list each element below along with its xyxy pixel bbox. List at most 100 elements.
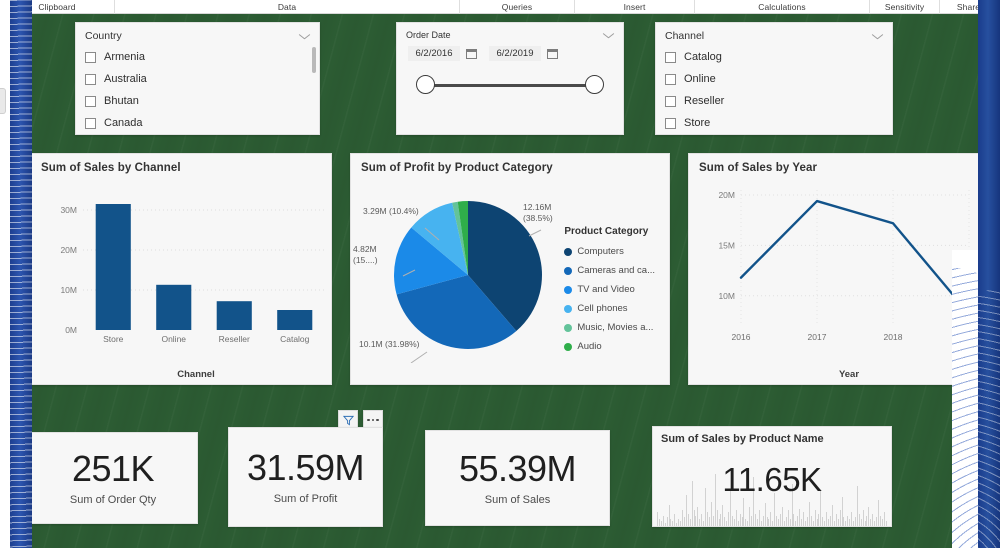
right-decorative-band bbox=[978, 0, 1000, 548]
slicer-channel[interactable]: Channel Catalog Online Reseller Store bbox=[655, 22, 893, 135]
sparkline-bar bbox=[826, 512, 828, 526]
left-decorative-band bbox=[10, 0, 32, 548]
sparkline-bar bbox=[735, 510, 737, 526]
checkbox-icon[interactable] bbox=[665, 117, 676, 129]
chevron-down-icon[interactable] bbox=[603, 32, 614, 39]
date-range-slider[interactable] bbox=[416, 75, 604, 95]
sparkline-bar bbox=[728, 512, 730, 526]
slicer-item-bhutan[interactable]: Bhutan bbox=[85, 90, 310, 112]
slicer-order-date-title: Order Date bbox=[406, 30, 451, 40]
sparkline-bar bbox=[760, 520, 762, 526]
legend-item-cell-phones[interactable]: Cell phones bbox=[564, 299, 655, 318]
checkbox-icon[interactable] bbox=[85, 95, 96, 107]
ribbon-group-label: Queries bbox=[501, 1, 533, 12]
svg-text:Reseller: Reseller bbox=[219, 334, 250, 344]
legend-item-music-movies[interactable]: Music, Movies a... bbox=[564, 318, 655, 337]
chevron-down-icon[interactable] bbox=[872, 33, 883, 40]
line-chart-x-axis-title: Year bbox=[838, 369, 860, 380]
sparkline-bar bbox=[764, 503, 766, 526]
sparkline-bar bbox=[751, 515, 753, 526]
date-start-input[interactable]: 6/2/2016 bbox=[408, 46, 460, 61]
slicer-item-reseller[interactable]: Reseller bbox=[665, 90, 883, 112]
chart-sales-by-year[interactable]: Sum of Sales by Year Sum of Sales 10M15M… bbox=[688, 153, 980, 385]
slicer-item-store[interactable]: Store bbox=[665, 112, 883, 134]
sparkline-bar bbox=[828, 519, 829, 526]
card-label: Sum of Profit bbox=[273, 493, 338, 506]
slicer-item-online[interactable]: Online bbox=[665, 68, 883, 90]
left-edge-tab[interactable] bbox=[0, 88, 6, 114]
sparkline-bar bbox=[747, 520, 749, 526]
sparkline-bar bbox=[743, 498, 745, 526]
ribbon-group-calculations[interactable]: Calculations bbox=[695, 0, 870, 14]
sparkline-bar bbox=[866, 515, 868, 526]
card-sum-of-sales[interactable]: 55.39M Sum of Sales bbox=[425, 430, 610, 526]
sparkline-bar bbox=[810, 515, 812, 526]
slicer-country[interactable]: Country Armenia Australia Bhutan Canada bbox=[75, 22, 320, 135]
chevron-down-icon[interactable] bbox=[299, 33, 310, 40]
slicer-item-armenia[interactable]: Armenia bbox=[85, 46, 310, 68]
ribbon-group-data[interactable]: Data bbox=[115, 0, 460, 14]
svg-text:20M: 20M bbox=[60, 245, 77, 255]
chart-profit-by-product-category[interactable]: Sum of Profit by Product Category 3.29M … bbox=[350, 153, 670, 385]
card-sum-of-order-qty[interactable]: 251K Sum of Order Qty bbox=[28, 432, 198, 524]
legend-item-cameras[interactable]: Cameras and ca... bbox=[564, 261, 655, 280]
checkbox-icon[interactable] bbox=[665, 51, 676, 63]
sparkline-bar bbox=[683, 517, 685, 526]
sparkline-bar bbox=[680, 520, 681, 526]
ribbon-group-queries[interactable]: Queries bbox=[460, 0, 575, 14]
legend-item-computers[interactable]: Computers bbox=[564, 242, 655, 261]
sparkline-bar bbox=[687, 513, 689, 526]
card-title: Sum of Sales by Product Name bbox=[661, 433, 824, 445]
card-label: Sum of Order Qty bbox=[69, 494, 157, 507]
ribbon-group-insert[interactable]: Insert bbox=[575, 0, 695, 14]
checkbox-icon[interactable] bbox=[665, 95, 676, 107]
sparkline-bar bbox=[672, 520, 674, 526]
sparkline-bar bbox=[808, 501, 810, 526]
slicer-item-label: Online bbox=[684, 73, 716, 85]
slicer-scrollbar[interactable] bbox=[312, 47, 316, 73]
legend-swatch bbox=[564, 285, 573, 294]
card-sales-by-product-name[interactable]: Sum of Sales by Product Name 11.65K bbox=[652, 426, 892, 527]
sparkline-bar bbox=[881, 519, 883, 526]
sparkline-bar bbox=[660, 520, 662, 526]
svg-text:Catalog: Catalog bbox=[280, 334, 310, 344]
legend-item-audio[interactable]: Audio bbox=[564, 337, 655, 356]
card-sum-of-profit[interactable]: 31.59M Sum of Profit bbox=[228, 427, 383, 527]
sparkline-bar bbox=[835, 513, 837, 526]
legend-item-tv-and-video[interactable]: TV and Video bbox=[564, 280, 655, 299]
checkbox-icon[interactable] bbox=[665, 73, 676, 85]
checkbox-icon[interactable] bbox=[85, 117, 96, 129]
sparkline-bar bbox=[876, 517, 878, 526]
sparkline-bar bbox=[854, 517, 856, 526]
sparkline-bar bbox=[664, 522, 666, 526]
slider-handle-end[interactable] bbox=[585, 75, 604, 94]
card-value: 251K bbox=[71, 447, 155, 489]
calendar-icon[interactable] bbox=[547, 48, 558, 59]
calendar-icon[interactable] bbox=[466, 48, 477, 59]
ribbon-group-clipboard[interactable]: Clipboard bbox=[0, 0, 115, 14]
checkbox-icon[interactable] bbox=[85, 73, 96, 85]
slicer-item-australia[interactable]: Australia bbox=[85, 68, 310, 90]
sparkline-bar bbox=[724, 517, 726, 526]
legend-label: Cell phones bbox=[577, 303, 628, 314]
sparkline-bar bbox=[741, 517, 743, 526]
sparkline-bar bbox=[862, 510, 864, 526]
chart-sales-by-channel[interactable]: Sum of Sales by Channel Sum of Sales 0M1… bbox=[30, 153, 332, 385]
sparkline-bar bbox=[712, 515, 714, 526]
slicer-item-catalog[interactable]: Catalog bbox=[665, 46, 883, 68]
ribbon-group-sensitivity[interactable]: Sensitivity bbox=[870, 0, 940, 14]
date-end-input[interactable]: 6/2/2019 bbox=[489, 46, 541, 61]
sparkline-bar bbox=[758, 510, 760, 526]
sparkline-bar bbox=[872, 513, 874, 526]
slider-handle-start[interactable] bbox=[416, 75, 435, 94]
more-options-icon[interactable] bbox=[363, 410, 383, 430]
sparkline-bar bbox=[720, 513, 722, 526]
sparkline-bar bbox=[697, 506, 699, 526]
slicer-order-date[interactable]: Order Date 6/2/2016 6/2/2019 bbox=[396, 22, 624, 135]
sparkline-bar bbox=[816, 519, 818, 526]
sparkline-bars bbox=[653, 470, 891, 526]
svg-text:0M: 0M bbox=[65, 325, 77, 335]
checkbox-icon[interactable] bbox=[85, 51, 96, 63]
sparkline-bar bbox=[662, 515, 664, 526]
slicer-item-canada[interactable]: Canada bbox=[85, 112, 310, 134]
